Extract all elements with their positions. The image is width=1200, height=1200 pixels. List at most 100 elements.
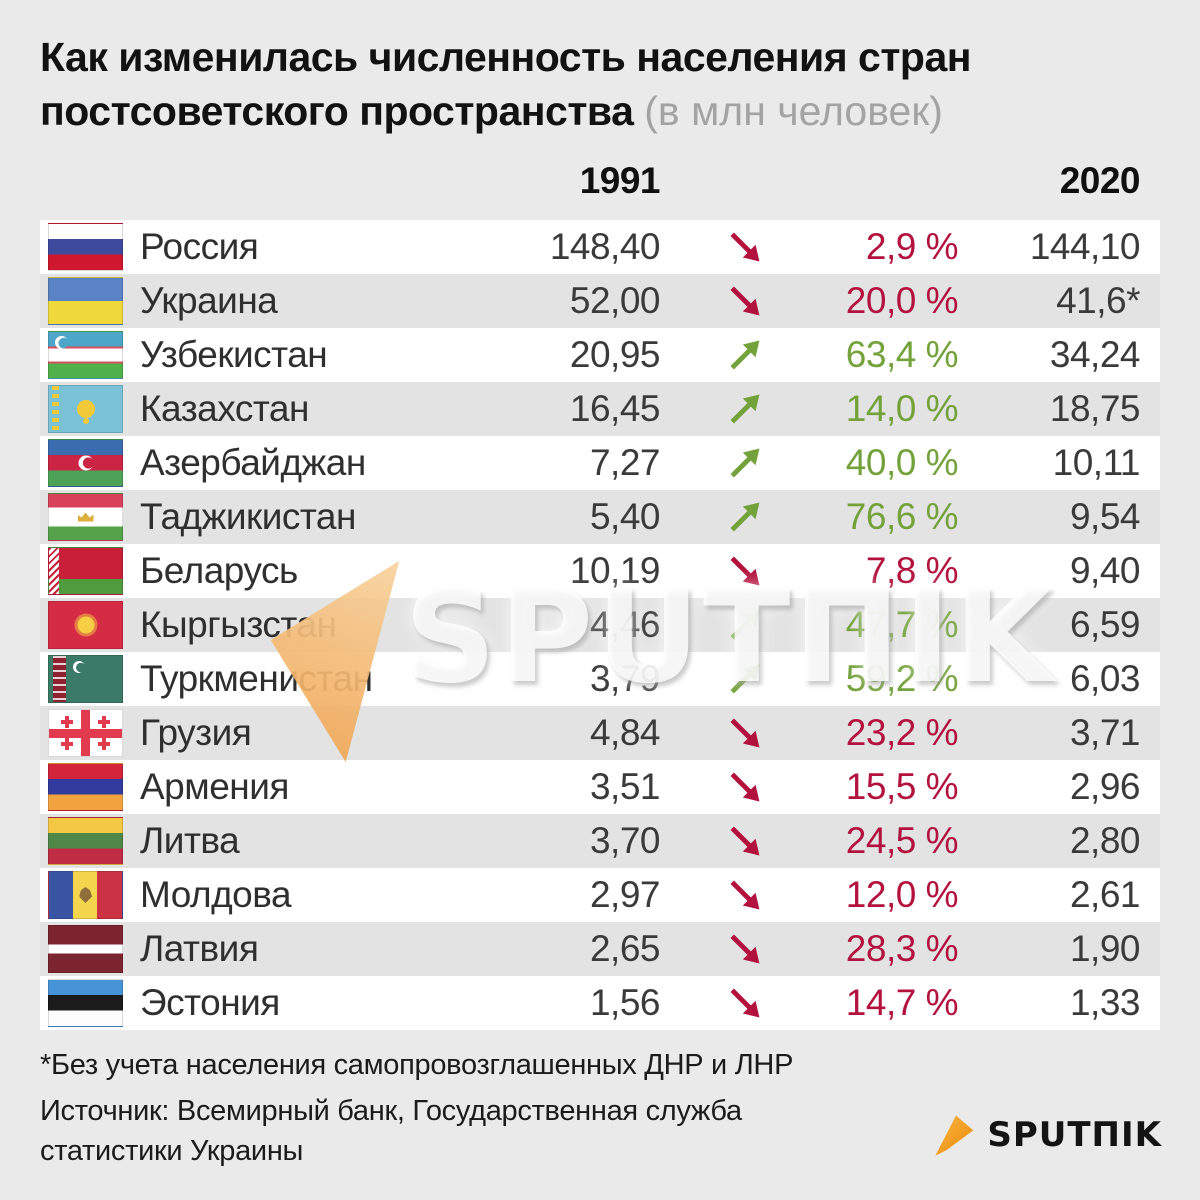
flag-emblem-icon — [77, 616, 94, 634]
table-row: Латвия 2,65 28,3 % 1,90 — [40, 922, 1160, 976]
arrow-down-icon — [730, 556, 760, 586]
page-title: Как изменилась численность населения стр… — [40, 30, 1120, 138]
country-name: Кыргызстан — [140, 604, 337, 645]
source-note: Источник: Всемирный банк, Государственна… — [40, 1095, 742, 1167]
arrow-up-icon — [730, 448, 760, 478]
flag-ge-icon — [48, 709, 123, 757]
percent-change: 14,0 % — [845, 388, 959, 429]
value-2020: 1,33 — [1069, 982, 1141, 1023]
table-row: Эстония 1,56 14,7 % 1,33 — [40, 976, 1160, 1030]
arrow-down-icon — [730, 880, 760, 910]
flag-cell — [40, 331, 140, 379]
flag-emblem-icon — [77, 512, 94, 522]
value-1991: 148,40 — [549, 226, 661, 267]
country-name: Армения — [140, 766, 289, 807]
trend-cell — [660, 551, 830, 591]
country-name: Молдова — [140, 874, 292, 915]
flag-emblem-icon — [78, 455, 93, 471]
table-row: Азербайджан 7,27 40,0 % 10,11 — [40, 436, 1160, 490]
value-2020: 1,90 — [1069, 928, 1141, 969]
sputnik-logo-text: SPUTΠIK — [987, 1115, 1162, 1155]
country-name: Беларусь — [140, 550, 298, 591]
country-name: Эстония — [140, 982, 280, 1023]
value-1991: 16,45 — [569, 388, 661, 429]
value-2020: 2,96 — [1069, 766, 1141, 807]
arrow-up-icon — [730, 502, 760, 532]
flag-cell — [40, 547, 140, 595]
sputnik-logo-triangle-icon — [935, 1115, 974, 1156]
value-2020: 9,54 — [1069, 496, 1141, 537]
value-1991: 4,84 — [589, 712, 661, 753]
flag-emblem-icon — [79, 887, 92, 903]
arrow-down-icon — [730, 988, 760, 1018]
value-2020: 9,40 — [1069, 550, 1141, 591]
table-row: Россия 148,40 2,9 % 144,10 — [40, 220, 1160, 274]
country-name: Туркменистан — [140, 658, 373, 699]
value-1991: 3,70 — [589, 820, 661, 861]
percent-change: 14,7 % — [845, 982, 959, 1023]
flag-cell — [40, 439, 140, 487]
value-1991: 1,56 — [589, 982, 661, 1023]
arrow-down-icon — [730, 718, 760, 748]
flag-emblem-icon — [55, 336, 68, 349]
trend-cell — [660, 335, 830, 375]
trend-cell — [660, 929, 830, 969]
flag-cell — [40, 277, 140, 325]
percent-change: 28,3 % — [845, 928, 959, 969]
table-row: Армения 3,51 15,5 % 2,96 — [40, 760, 1160, 814]
flag-cell — [40, 223, 140, 271]
percent-change: 63,4 % — [845, 334, 959, 375]
flag-ru-icon — [48, 223, 123, 271]
value-1991: 2,97 — [589, 874, 661, 915]
table-row: Молдова 2,97 12,0 % 2,61 — [40, 868, 1160, 922]
value-1991: 20,95 — [569, 334, 661, 375]
flag-tm-icon — [48, 655, 123, 703]
arrow-down-icon — [730, 826, 760, 856]
flag-emblem-icon — [73, 661, 85, 673]
percent-change: 40,0 % — [845, 442, 959, 483]
trend-cell — [660, 713, 830, 753]
country-name: Грузия — [140, 712, 252, 753]
flag-cell — [40, 925, 140, 973]
flag-uz-icon — [48, 331, 123, 379]
table-row: Казахстан 16,45 14,0 % 18,75 — [40, 382, 1160, 436]
footnote: *Без учета населения самопровозглашенных… — [40, 1049, 794, 1081]
value-2020: 41,6* — [1056, 280, 1140, 321]
flag-am-icon — [48, 763, 123, 811]
country-name: Латвия — [140, 928, 259, 969]
percent-change: 15,5 % — [845, 766, 959, 807]
arrow-down-icon — [730, 934, 760, 964]
sputnik-logo: SPUTΠIK — [933, 1112, 1162, 1158]
trend-cell — [660, 983, 830, 1023]
flag-cell — [40, 655, 140, 703]
trend-cell — [660, 875, 830, 915]
column-header-2020: 2020 — [1059, 160, 1141, 201]
value-1991: 7,27 — [589, 442, 661, 483]
country-name: Узбекистан — [140, 334, 328, 375]
value-1991: 5,40 — [589, 496, 661, 537]
country-name: Таджикистан — [140, 496, 356, 537]
trend-cell — [660, 821, 830, 861]
flag-kg-icon — [48, 601, 123, 649]
table-row: Грузия 4,84 23,2 % 3,71 — [40, 706, 1160, 760]
percent-change: 59,2 % — [845, 658, 959, 699]
value-2020: 6,03 — [1069, 658, 1141, 699]
percent-change: 7,8 % — [865, 550, 959, 591]
country-name: Россия — [140, 226, 259, 267]
trend-cell — [660, 605, 830, 645]
value-1991: 3,51 — [589, 766, 661, 807]
percent-change: 76,6 % — [845, 496, 959, 537]
percent-change: 12,0 % — [845, 874, 959, 915]
value-2020: 6,59 — [1069, 604, 1141, 645]
arrow-up-icon — [730, 394, 760, 424]
table-row: Литва 3,70 24,5 % 2,80 — [40, 814, 1160, 868]
arrow-down-icon — [730, 286, 760, 316]
arrow-up-icon — [730, 610, 760, 640]
trend-cell — [660, 497, 830, 537]
flag-cell — [40, 385, 140, 433]
value-1991: 4,46 — [589, 604, 661, 645]
table-row: Узбекистан 20,95 63,4 % 34,24 — [40, 328, 1160, 382]
arrow-down-icon — [730, 232, 760, 262]
value-2020: 3,71 — [1069, 712, 1141, 753]
flag-emblem-icon — [76, 400, 95, 418]
